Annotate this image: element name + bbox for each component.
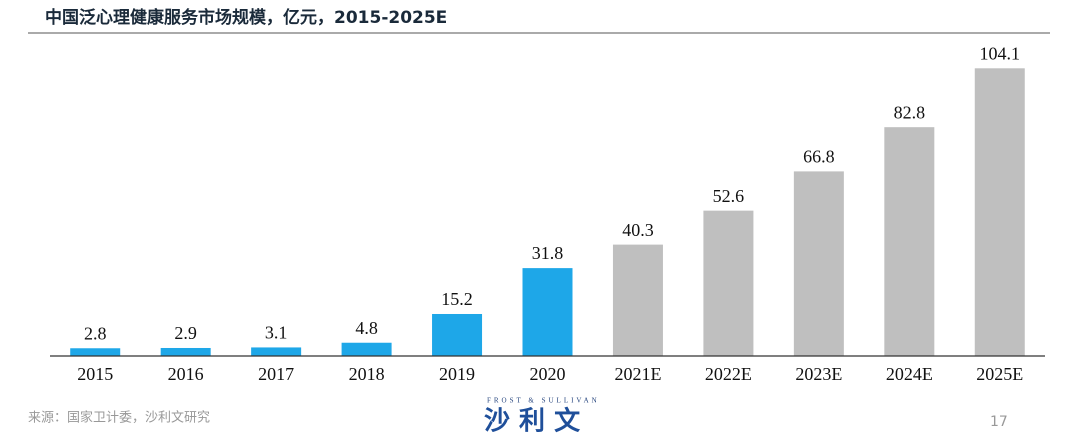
bar — [703, 210, 754, 356]
value-label: 52.6 — [713, 186, 745, 206]
value-label: 3.1 — [265, 323, 288, 343]
bar — [612, 244, 663, 356]
bar — [522, 268, 573, 356]
source: 来源：国家卫计委，沙利文研究 — [28, 410, 210, 426]
x-tick-label: 2017 — [258, 364, 294, 384]
value-label: 82.8 — [894, 102, 926, 122]
x-tick-label: 2021E — [614, 364, 661, 384]
x-tick-label: 2024E — [886, 364, 933, 384]
value-label: 4.8 — [355, 318, 378, 338]
x-tick-label: 2018 — [349, 364, 385, 384]
x-tick-label: 2016 — [168, 364, 204, 384]
value-label: 2.8 — [84, 323, 107, 343]
bar — [793, 171, 844, 356]
bar — [251, 347, 302, 356]
bar — [432, 313, 483, 356]
value-label: 15.2 — [441, 289, 473, 309]
x-tick-label: 2020 — [530, 364, 566, 384]
x-tick-label: 2025E — [976, 364, 1023, 384]
x-tick-label: 2019 — [439, 364, 475, 384]
value-label: 66.8 — [803, 147, 835, 167]
bar — [884, 127, 935, 357]
page-number: 17 — [990, 414, 1008, 430]
value-label: 40.3 — [622, 220, 654, 240]
x-tick-label: 2023E — [795, 364, 842, 384]
logo-en: FROST & SULLIVAN — [487, 397, 600, 405]
value-label: 104.1 — [980, 43, 1021, 63]
x-tick-label: 2015 — [77, 364, 113, 384]
bar — [160, 347, 211, 356]
chart-title: 中国泛心理健康服务市场规模，亿元，2015-2025E — [45, 7, 447, 28]
bar — [974, 68, 1025, 357]
x-tick-label: 2022E — [705, 364, 752, 384]
value-label: 31.8 — [532, 243, 564, 263]
value-label: 2.9 — [174, 323, 197, 343]
bar — [70, 348, 121, 356]
bar — [341, 342, 392, 356]
logo-cn: 沙 利 文 — [484, 406, 581, 437]
